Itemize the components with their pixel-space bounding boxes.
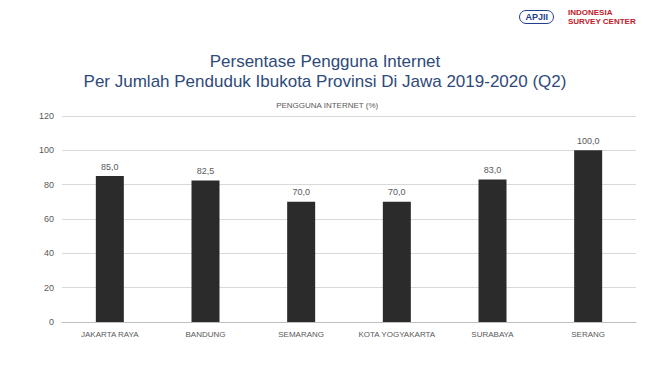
- svg-text:83,0: 83,0: [484, 165, 502, 175]
- svg-text:85,0: 85,0: [101, 162, 119, 172]
- svg-text:SEMARANG: SEMARANG: [278, 330, 324, 339]
- svg-text:PENGGUNA INTERNET (%): PENGGUNA INTERNET (%): [276, 101, 378, 110]
- svg-text:KOTA YOGYAKARTA: KOTA YOGYAKARTA: [359, 330, 436, 339]
- svg-text:SURABAYA: SURABAYA: [471, 330, 514, 339]
- html-text:APJII: APJII: [525, 12, 548, 22]
- svg-text:100: 100: [39, 145, 54, 155]
- svg-text:82,5: 82,5: [197, 166, 215, 176]
- svg-text:60: 60: [44, 214, 54, 224]
- svg-text:40: 40: [44, 248, 54, 258]
- svg-text:JAKARTA RAYA: JAKARTA RAYA: [81, 330, 139, 339]
- svg-text:100,0: 100,0: [577, 136, 600, 146]
- svg-text:Persentase Pengguna Internet: Persentase Pengguna Internet: [210, 52, 441, 71]
- svg-text:0: 0: [49, 317, 54, 327]
- svg-text:120: 120: [39, 111, 54, 121]
- svg-text:Per Jumlah Penduduk Ibukota Pr: Per Jumlah Penduduk Ibukota Provinsi Di …: [84, 72, 567, 91]
- svg-text:BANDUNG: BANDUNG: [185, 330, 225, 339]
- svg-text:70,0: 70,0: [388, 187, 406, 197]
- svg-text:SERANG: SERANG: [571, 330, 605, 339]
- html-text:INDONESIA SURVEY CENTER: INDONESIA SURVEY CENTER: [568, 8, 636, 26]
- svg-text:70,0: 70,0: [292, 187, 310, 197]
- svg-text:20: 20: [44, 283, 54, 293]
- svg-text:80: 80: [44, 180, 54, 190]
